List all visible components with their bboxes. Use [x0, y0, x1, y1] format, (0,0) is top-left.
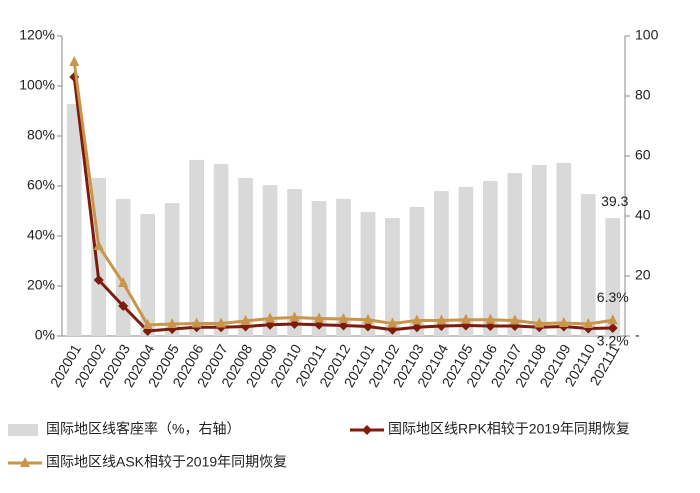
line-value-label: 3.2%	[597, 333, 629, 349]
diamond-marker	[411, 322, 422, 333]
bar	[483, 180, 498, 336]
triangle-marker	[436, 314, 447, 325]
triangle-marker	[387, 317, 398, 328]
legend-marker	[20, 457, 30, 467]
bar	[66, 104, 82, 336]
triangle-marker	[534, 317, 545, 328]
diamond-marker	[93, 275, 104, 285]
y2-tick-label: 80	[635, 87, 651, 103]
legend-marker	[362, 425, 372, 435]
triangle-marker	[460, 313, 471, 324]
triangle-marker	[607, 314, 618, 325]
triangle-marker	[509, 314, 520, 325]
legend-swatch	[8, 424, 38, 436]
legend-label: 国际地区线ASK相较于2019年同期恢复	[46, 454, 287, 470]
triangle-marker	[240, 315, 251, 325]
bar	[189, 159, 204, 336]
bar	[556, 162, 572, 336]
y-tick-label: 40%	[27, 227, 55, 243]
bar	[385, 218, 400, 336]
legend-label: 国际地区线RPK相较于2019年同期恢复	[388, 421, 630, 437]
triangle-marker	[142, 319, 153, 329]
triangle-marker	[167, 318, 178, 328]
bar	[238, 177, 253, 336]
legend-label: 国际地区线客座率（%，右轴）	[46, 421, 240, 437]
y2-tick-label: 100	[635, 27, 659, 43]
bar	[507, 173, 523, 336]
bar	[458, 186, 474, 336]
bar	[262, 185, 278, 336]
triangle-marker	[191, 317, 202, 328]
triangle-marker	[118, 277, 129, 287]
triangle-marker	[558, 317, 569, 327]
bar	[580, 194, 596, 336]
triangle-marker	[583, 318, 594, 328]
y-tick-label: 120%	[19, 27, 55, 43]
triangle-marker	[216, 317, 227, 328]
y-tick-label: 0%	[35, 327, 55, 343]
triangle-marker	[93, 240, 104, 250]
triangle-marker	[289, 311, 300, 322]
triangle-marker	[362, 313, 373, 324]
bar	[140, 213, 156, 336]
y-tick-label: 60%	[27, 177, 55, 193]
y-tick-label: 80%	[27, 127, 55, 143]
y2-tick-label: 60	[635, 147, 651, 163]
bar	[336, 198, 351, 336]
triangle-marker	[69, 56, 80, 66]
y-tick-label: 20%	[27, 277, 55, 293]
bar	[164, 203, 180, 336]
bar	[409, 207, 425, 336]
bar	[434, 191, 449, 336]
y2-tick-label: 40	[635, 207, 651, 223]
triangle-marker	[338, 313, 349, 323]
triangle-marker	[411, 314, 422, 325]
y2-tick-label: 20	[635, 267, 651, 283]
bar	[311, 201, 327, 336]
triangle-marker	[314, 312, 325, 323]
bar	[213, 164, 229, 336]
diamond-marker	[607, 323, 618, 333]
y2-tick-label: -	[635, 327, 640, 343]
diamond-marker	[362, 321, 373, 332]
bar	[605, 218, 621, 336]
bar	[287, 189, 302, 336]
bar-value-label: 39.3	[601, 193, 628, 209]
triangle-marker	[265, 312, 276, 323]
diamond-marker	[118, 301, 129, 311]
bar	[360, 212, 376, 336]
bar	[115, 198, 131, 336]
bar	[531, 165, 547, 336]
triangle-marker	[485, 313, 496, 324]
y-tick-label: 100%	[19, 77, 55, 93]
line-value-label: 6.3%	[597, 289, 629, 305]
